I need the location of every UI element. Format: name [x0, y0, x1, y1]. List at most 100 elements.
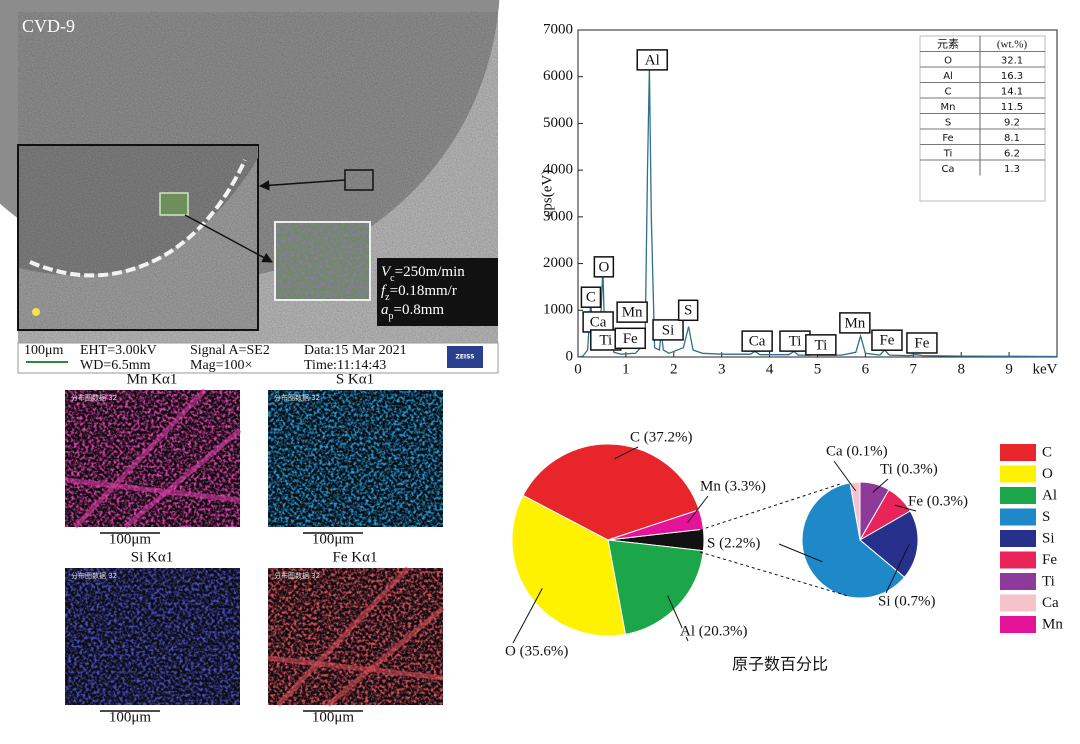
legend-label: Fe — [1042, 552, 1057, 568]
peak-label-box — [652, 319, 684, 341]
pie-caption: 原子数百分比 — [732, 656, 828, 674]
legend-swatch — [1000, 551, 1036, 569]
legend-swatch — [1000, 444, 1036, 461]
table-cell: Al — [943, 71, 953, 82]
sem-info-scale: 100μm — [24, 343, 64, 358]
peak-label: Al — [645, 52, 660, 68]
x-tick-label: 6 — [862, 361, 870, 377]
legend-label: Mn — [1042, 616, 1063, 632]
param-subscript: p — [389, 311, 394, 322]
legend-swatch — [1000, 573, 1036, 590]
leader-line — [894, 504, 917, 512]
y-tick-label: 1000 — [543, 302, 573, 318]
x-tick-label: 9 — [1005, 361, 1013, 377]
leader-line — [687, 495, 709, 523]
y-tick-label: 4000 — [543, 162, 573, 178]
peak-label-box — [741, 330, 773, 352]
peak-label-box — [593, 256, 615, 278]
table-cell: Ca — [941, 164, 954, 175]
legend-swatch — [1000, 530, 1036, 547]
map-streak — [123, 428, 242, 529]
map-streak — [73, 388, 207, 529]
param-symbol: f — [381, 283, 387, 299]
peak-label: Ti — [599, 332, 612, 348]
peak-label-box — [805, 334, 837, 356]
legend-label: Al — [1042, 487, 1057, 503]
map-tag: 分布图数据 32 — [71, 571, 117, 580]
map-tag: 分布图数据 32 — [274, 571, 320, 580]
peak-label: Ti — [814, 337, 827, 353]
map-streak — [276, 566, 410, 707]
pie-label: Al (20.3%) — [680, 623, 748, 639]
legend-label: C — [1042, 444, 1052, 460]
param-value: =0.8mm — [394, 302, 445, 318]
pie-slice — [511, 494, 627, 637]
param-subscript: c — [390, 273, 395, 284]
table-cell: 1.3 — [1004, 164, 1020, 175]
x-tick-label: 0 — [574, 361, 582, 377]
element-map: Mn Kα1 分布图数据 32 100μm — [64, 371, 242, 547]
x-tick-label: 4 — [766, 361, 774, 377]
x-tick-label: 5 — [814, 361, 822, 377]
y-axis-label: cps(eV) — [539, 170, 555, 217]
legend-swatch — [1000, 465, 1036, 483]
table-cell: 32.1 — [1001, 55, 1023, 66]
sem-info-mag: Mag=100× — [190, 358, 252, 373]
sem-edge — [29, 159, 247, 278]
sem-small-box — [159, 192, 189, 216]
table-cell: Fe — [942, 133, 953, 144]
x-tick-label: 8 — [957, 361, 965, 377]
peak-label: Mn — [844, 315, 865, 331]
pie-label: Si (0.7%) — [878, 593, 936, 609]
pie-slice — [801, 482, 906, 599]
sem-inset-grain — [19, 146, 257, 329]
peak-label-box — [677, 299, 699, 322]
peak-label-box — [580, 286, 602, 308]
legend-swatch — [1000, 487, 1036, 504]
table-cell: 14.1 — [1001, 86, 1023, 97]
table-header: 元素 — [937, 38, 959, 51]
peak-label-box — [871, 329, 903, 351]
sem-param: Vc=250m/min — [381, 264, 465, 283]
pie-label: O (35.6%) — [505, 643, 568, 659]
y-tick-label: 3000 — [543, 208, 573, 224]
map-title: Fe Kα1 — [333, 549, 378, 565]
peak-label: O — [598, 259, 609, 275]
param-value: =250m/min — [395, 264, 466, 280]
sem-param: ap=0.8mm — [381, 302, 444, 321]
x-axis-label: keV — [1033, 361, 1058, 377]
connector — [699, 551, 849, 597]
peak-label-box — [636, 49, 668, 71]
sem-param: fz=0.18mm/r — [381, 283, 457, 302]
sem-params-box — [377, 258, 498, 326]
map-signal — [65, 568, 240, 705]
table-cell: 6.2 — [1004, 148, 1020, 159]
table-header: (wt.%) — [997, 39, 1028, 51]
leader-line — [778, 543, 823, 563]
legend-label: Si — [1042, 530, 1055, 546]
element-map: Fe Kα1 分布图数据 32 100μm — [267, 549, 445, 725]
table-cell: O — [944, 55, 952, 66]
pie-slice — [522, 443, 700, 541]
pie-label: Mn (3.3%) — [700, 478, 766, 494]
peak-label: Ca — [590, 314, 607, 330]
sem-info-bar — [17, 342, 499, 374]
pie-slice — [859, 510, 919, 578]
map-title: S Kα1 — [336, 371, 374, 387]
sem-info-eht: EHT=3.00kV — [80, 343, 157, 358]
legend-label: Ti — [1042, 573, 1055, 589]
param-symbol: V — [381, 264, 392, 280]
table-cell: Mn — [941, 102, 956, 113]
y-tick-label: 6000 — [543, 68, 573, 84]
element-map: S Kα1 分布图数据 32 100μm — [268, 371, 443, 547]
peak-label-box — [906, 332, 938, 354]
peak-label-box — [616, 301, 648, 323]
x-tick-label: 7 — [910, 361, 918, 377]
leader-line — [667, 595, 689, 642]
peak-label: Fe — [879, 333, 894, 349]
legend-label: Ca — [1042, 595, 1059, 611]
element-map: Si Kα1 分布图数据 32 100μm — [65, 549, 240, 725]
